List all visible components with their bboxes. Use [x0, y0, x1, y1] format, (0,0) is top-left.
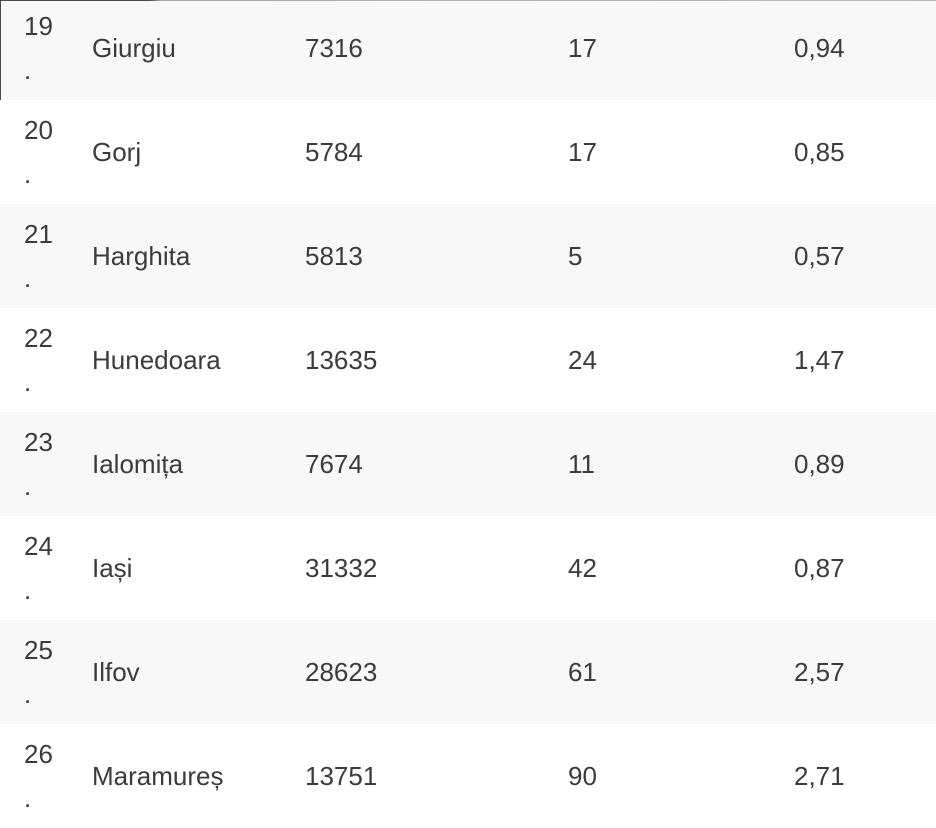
new-cases-cell: 5 [568, 240, 583, 271]
county-name-cell: Giurgiu [92, 32, 176, 63]
rank-cell: 21 . [0, 204, 68, 308]
new-cases-cell: 42 [568, 552, 597, 583]
rank-dot: . [24, 55, 32, 85]
rank-number: 20 [24, 115, 53, 145]
new-cases-cell: 17 [568, 136, 597, 167]
table-row: 24 . Iași 31332 42 0,87 [0, 516, 936, 620]
table-row: 19 . Giurgiu 7316 17 0,94 [0, 0, 936, 100]
county-name-cell: Harghita [92, 240, 191, 271]
table-row: 22 . Hunedoara 13635 24 1,47 [0, 308, 936, 412]
table-row: 20 . Gorj 5784 17 0,85 [0, 100, 936, 204]
rank-cell: 20 . [0, 100, 68, 204]
rank-number: 21 [24, 219, 53, 249]
rank-dot: . [24, 471, 32, 501]
county-name-cell: Gorj [92, 136, 142, 167]
incidence-rate-cell: 0,89 [794, 448, 845, 479]
county-name-cell: Iași [92, 552, 133, 583]
rank-cell: 24 . [0, 516, 68, 620]
rank-number: 19 [24, 11, 53, 41]
rank-dot: . [24, 575, 32, 605]
crop-artifact-top-border [0, 0, 936, 1]
rank-number: 25 [24, 635, 53, 665]
rank-cell: 19 . [0, 0, 68, 100]
incidence-rate-cell: 0,85 [794, 136, 845, 167]
total-cases-cell: 28623 [305, 656, 378, 687]
total-cases-cell: 7674 [305, 448, 363, 479]
rank-dot: . [24, 159, 32, 189]
rank-number: 26 [24, 739, 53, 769]
total-cases-cell: 5813 [305, 240, 363, 271]
rank-dot: . [24, 263, 32, 293]
table-row: 25 . Ilfov 28623 61 2,57 [0, 620, 936, 724]
county-name-cell: Ilfov [92, 656, 140, 687]
rank-dot: . [24, 679, 32, 709]
county-name-cell: Hunedoara [92, 344, 221, 375]
county-name-cell: Ialomița [92, 448, 184, 479]
new-cases-cell: 11 [568, 448, 595, 479]
county-name-cell: Maramureș [92, 760, 224, 791]
new-cases-cell: 90 [568, 760, 597, 791]
table-row: 26 . Maramureș 13751 90 2,71 [0, 724, 936, 828]
rank-cell: 26 . [0, 724, 68, 828]
incidence-rate-cell: 2,57 [794, 656, 845, 687]
table-row: 21 . Harghita 5813 5 0,57 [0, 204, 936, 308]
rank-dot: . [24, 783, 32, 813]
incidence-rate-cell: 0,87 [794, 552, 845, 583]
total-cases-cell: 13751 [305, 760, 378, 791]
new-cases-cell: 61 [568, 656, 597, 687]
rank-cell: 25 . [0, 620, 68, 724]
incidence-rate-cell: 1,47 [794, 344, 845, 375]
table-row: 23 . Ialomița 7674 11 0,89 [0, 412, 936, 516]
incidence-rate-cell: 2,71 [794, 760, 845, 791]
total-cases-cell: 7316 [305, 32, 363, 63]
rank-dot: . [24, 367, 32, 397]
new-cases-cell: 17 [568, 32, 597, 63]
crop-artifact-left-border [0, 0, 1, 100]
new-cases-cell: 24 [568, 344, 597, 375]
rank-number: 22 [24, 323, 53, 353]
total-cases-cell: 13635 [305, 344, 378, 375]
total-cases-cell: 5784 [305, 136, 363, 167]
rank-number: 23 [24, 427, 53, 457]
incidence-rate-cell: 0,57 [794, 240, 845, 271]
rank-cell: 22 . [0, 308, 68, 412]
rank-cell: 23 . [0, 412, 68, 516]
total-cases-cell: 31332 [305, 552, 378, 583]
rank-number: 24 [24, 531, 53, 561]
incidence-rate-cell: 0,94 [794, 32, 845, 63]
